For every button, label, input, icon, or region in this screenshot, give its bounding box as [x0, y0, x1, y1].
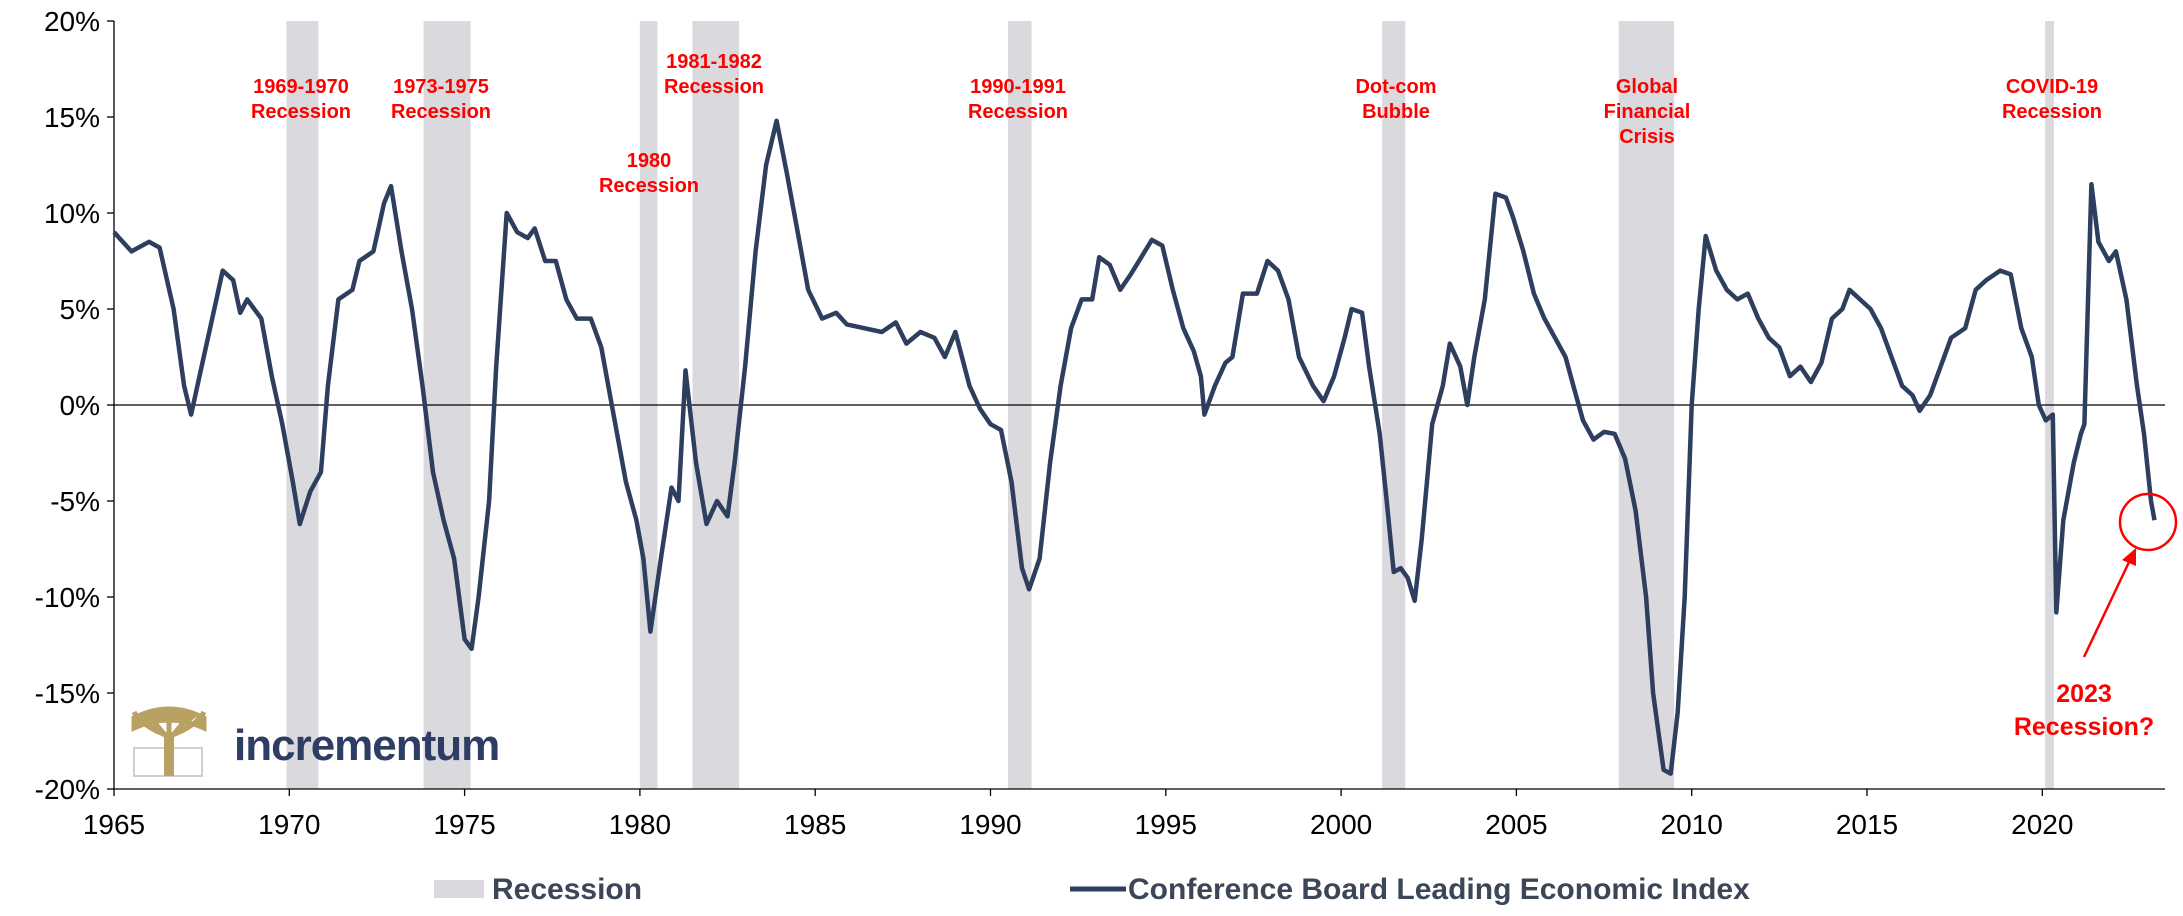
series-line — [112, 118, 2157, 776]
legend-label: Conference Board Leading Economic Index — [1128, 873, 1750, 906]
annotation: Recession — [391, 101, 491, 123]
logo-trunk — [164, 732, 174, 776]
x-tick-label: 2010 — [1661, 809, 1723, 840]
y-tick-label: 20% — [44, 6, 100, 37]
x-tick-label: 2005 — [1485, 809, 1547, 840]
x-tick-label: 1985 — [784, 809, 846, 840]
annotation: Recession — [251, 101, 351, 123]
annotation: 1969-1970 — [253, 76, 349, 98]
annotation: 1980 — [627, 150, 672, 172]
annotation: 2023 — [2056, 680, 2112, 708]
annotation: Crisis — [1619, 126, 1675, 148]
annotation: Recession — [968, 101, 1068, 123]
y-tick-label: -10% — [35, 582, 100, 613]
x-tick-label: 1995 — [1135, 809, 1197, 840]
axes: -20% -15% -10% -5% 0% 5% 10% 15% 20% 1965 1970 1975… — [35, 6, 2165, 840]
annotation: 1981-1982 — [666, 51, 762, 73]
arrow-head — [2122, 548, 2136, 566]
x-tick-label: 1975 — [433, 809, 495, 840]
x-tick-label: 1970 — [258, 809, 320, 840]
annotation: Recession? — [2014, 713, 2154, 741]
annotation: 1990-1991 — [970, 76, 1066, 98]
legend-label: Recession — [492, 873, 642, 906]
legend: Recession Conference Board Leading Econom… — [434, 873, 1750, 906]
annotation: Financial — [1604, 101, 1691, 123]
annotation: Dot-com — [1355, 76, 1436, 98]
x-tick-label: 1990 — [959, 809, 1021, 840]
legend-swatch — [434, 880, 484, 898]
y-tick-label: -15% — [35, 678, 100, 709]
x-tick-label: 2000 — [1310, 809, 1372, 840]
annotation: 1973-1975 — [393, 76, 489, 98]
annotation: Bubble — [1362, 101, 1430, 123]
y-tick-label: 15% — [44, 102, 100, 133]
series — [112, 118, 2157, 776]
x-tick-label: 1965 — [83, 809, 145, 840]
y-tick-label: 0% — [60, 390, 100, 421]
annotation: Recession — [599, 175, 699, 197]
x-tick-label: 2020 — [2011, 809, 2073, 840]
annotation: Recession — [2002, 101, 2102, 123]
x-tick-label: 2015 — [1836, 809, 1898, 840]
annotation: COVID-19 — [2006, 76, 2098, 98]
annotations: 1969-1970 Recession 1973-1975 Recession 1980… — [251, 51, 2154, 741]
logo-crown — [131, 706, 207, 742]
y-tick-label: 5% — [60, 294, 100, 325]
annotation: Global — [1616, 76, 1678, 98]
highlight-circle — [2118, 492, 2178, 552]
x-tick-label: 1980 — [609, 809, 671, 840]
logo: incrementum — [131, 706, 500, 777]
annotation: Recession — [664, 76, 764, 98]
logo-text: incrementum — [234, 721, 499, 770]
highlight-arrow — [2082, 559, 2132, 658]
y-tick-label: 10% — [44, 198, 100, 229]
y-tick-label: -5% — [50, 486, 100, 517]
y-tick-label: -20% — [35, 774, 100, 805]
